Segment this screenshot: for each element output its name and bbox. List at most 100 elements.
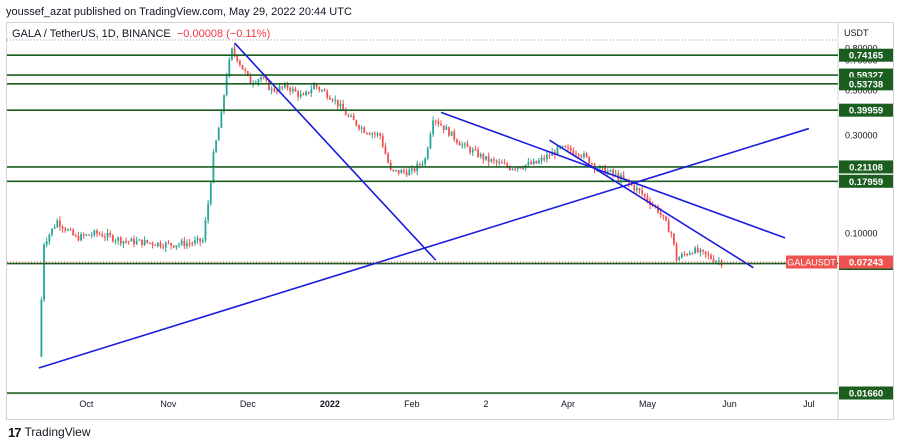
candle-body [493, 159, 495, 161]
candle-body [88, 234, 90, 236]
candle-body [466, 143, 469, 148]
price-tick-label: 0.30000 [845, 131, 878, 141]
candle-body [535, 160, 538, 164]
candle-body [175, 245, 178, 248]
candle-body [545, 154, 548, 160]
candle-body [283, 84, 286, 88]
candle-body [487, 156, 490, 162]
candle-body [612, 170, 614, 174]
candle-body [718, 260, 720, 262]
candle-body [122, 241, 125, 244]
candle-body [702, 249, 704, 252]
time-tick-label: May [639, 399, 657, 409]
candle-body [85, 234, 88, 236]
candle-body [69, 229, 72, 231]
candle-body [302, 94, 305, 96]
candle-body [448, 127, 450, 136]
candle-body [635, 188, 638, 191]
candle-body [683, 254, 686, 256]
candle-body [204, 220, 207, 241]
candle-body [307, 91, 310, 94]
candle-body [609, 170, 612, 172]
candles-group [40, 44, 723, 358]
price-tick-label: 0.80000 [845, 43, 878, 53]
candle-body [490, 159, 493, 162]
candle-body [352, 116, 355, 121]
candle-body [485, 156, 487, 160]
candle-body [588, 156, 591, 164]
candle-body [434, 120, 437, 122]
candle-body [48, 234, 51, 242]
candle-body [572, 150, 575, 154]
candle-body [366, 132, 368, 134]
candle-body [228, 59, 231, 76]
candle-body [659, 212, 662, 215]
candle-body [305, 91, 307, 96]
candle-body [138, 239, 141, 241]
candle-body [371, 133, 374, 135]
candle-body [450, 131, 453, 136]
level-label: 0.53738 [849, 79, 883, 90]
candle-body [276, 91, 278, 93]
candle-body [699, 249, 702, 253]
time-tick-label: Nov [160, 399, 177, 409]
candle-body [93, 230, 96, 236]
candle-body [707, 254, 710, 256]
candle-body [469, 147, 472, 153]
candle-body [183, 240, 186, 247]
candle-body [463, 143, 466, 145]
candle-body [268, 80, 270, 90]
candle-body [199, 238, 202, 242]
candle-body [532, 160, 535, 165]
candle-body [265, 77, 268, 81]
candle-body [342, 103, 345, 111]
candle-body [530, 162, 532, 165]
candle-body [498, 162, 501, 164]
candle-body [403, 170, 405, 172]
candle-body [665, 216, 667, 221]
time-tick-label: 2022 [320, 399, 340, 409]
candle-body [114, 240, 117, 242]
candle-body [125, 241, 127, 243]
candle-body [64, 228, 67, 231]
candle-body [456, 139, 458, 143]
level-label-box [839, 386, 893, 400]
candle-body [278, 86, 281, 92]
candle-body [347, 115, 350, 117]
candle-body [270, 88, 273, 90]
candle-body [360, 127, 363, 129]
candle-body [196, 238, 199, 241]
candle-body [432, 120, 434, 135]
candle-body [141, 239, 143, 246]
candle-body [373, 133, 376, 135]
candle-body [51, 228, 53, 235]
candle-body [418, 163, 421, 165]
candle-body [66, 229, 69, 231]
candle-body [225, 75, 228, 96]
symbol-label: GALAUSDT [787, 258, 836, 268]
candle-body [162, 246, 165, 248]
candle-body [238, 60, 241, 65]
candle-body [673, 233, 675, 245]
candle-body [580, 155, 583, 157]
candle-body [633, 185, 636, 191]
candle-body [315, 84, 318, 88]
last-price-label-box [839, 255, 893, 269]
candle-body [538, 160, 540, 164]
candle-body [164, 242, 167, 248]
candle-body [90, 235, 93, 237]
candle-body [477, 149, 479, 157]
candle-body [151, 242, 154, 245]
candle-body [53, 227, 56, 229]
candle-body [207, 203, 210, 221]
candle-body [111, 235, 114, 242]
candle-body [585, 153, 588, 157]
candle-body [281, 86, 284, 88]
candle-body [376, 133, 379, 135]
candle-body [675, 244, 678, 261]
candle-body [61, 226, 64, 229]
candle-body [503, 163, 506, 165]
time-tick-label: Oct [79, 399, 94, 409]
candle-body [622, 175, 625, 179]
